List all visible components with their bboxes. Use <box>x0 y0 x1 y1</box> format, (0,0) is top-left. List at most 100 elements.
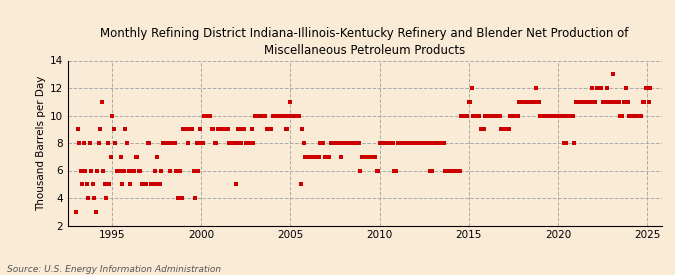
Point <box>211 141 221 145</box>
Point <box>259 113 269 118</box>
Point <box>122 141 132 145</box>
Point <box>585 100 596 104</box>
Point <box>580 100 591 104</box>
Point <box>554 113 565 118</box>
Point <box>203 113 214 118</box>
Point <box>427 168 437 173</box>
Point <box>78 141 89 145</box>
Point <box>524 100 535 104</box>
Point <box>394 141 404 145</box>
Point <box>516 100 526 104</box>
Point <box>319 155 330 159</box>
Point <box>169 141 180 145</box>
Point <box>98 168 109 173</box>
Point <box>590 100 601 104</box>
Point <box>361 155 372 159</box>
Point <box>308 155 319 159</box>
Point <box>358 155 369 159</box>
Point <box>387 141 398 145</box>
Point <box>123 168 134 173</box>
Point <box>104 182 115 186</box>
Point <box>362 155 373 159</box>
Point <box>376 141 387 145</box>
Point <box>260 113 271 118</box>
Point <box>219 127 230 131</box>
Point <box>622 100 633 104</box>
Point <box>628 113 639 118</box>
Point <box>124 182 135 186</box>
Point <box>80 168 90 173</box>
Point <box>190 196 200 200</box>
Point <box>350 141 361 145</box>
Point <box>458 113 468 118</box>
Point <box>318 141 329 145</box>
Point <box>587 86 597 90</box>
Point <box>142 141 153 145</box>
Point <box>213 127 223 131</box>
Point <box>406 141 416 145</box>
Point <box>454 168 465 173</box>
Point <box>246 127 257 131</box>
Point <box>618 100 629 104</box>
Point <box>188 168 199 173</box>
Point <box>132 155 143 159</box>
Point <box>209 141 220 145</box>
Point <box>197 141 208 145</box>
Point <box>255 113 266 118</box>
Point <box>239 127 250 131</box>
Point <box>272 113 283 118</box>
Point <box>76 168 86 173</box>
Point <box>167 141 178 145</box>
Point <box>270 113 281 118</box>
Point <box>636 113 647 118</box>
Point <box>310 155 321 159</box>
Point <box>248 141 259 145</box>
Point <box>141 182 152 186</box>
Point <box>474 113 485 118</box>
Point <box>620 100 630 104</box>
Point <box>502 127 513 131</box>
Point <box>459 113 470 118</box>
Point <box>166 141 177 145</box>
Point <box>233 127 244 131</box>
Point <box>379 141 389 145</box>
Point <box>322 155 333 159</box>
Point <box>207 127 217 131</box>
Point <box>626 113 637 118</box>
Point <box>549 113 560 118</box>
Point <box>429 141 440 145</box>
Point <box>349 141 360 145</box>
Point <box>487 113 498 118</box>
Point <box>208 127 219 131</box>
Point <box>215 127 226 131</box>
Point <box>423 141 434 145</box>
Point <box>416 141 427 145</box>
Point <box>93 141 104 145</box>
Point <box>411 141 422 145</box>
Point <box>286 113 297 118</box>
Point <box>138 182 148 186</box>
Point <box>77 182 88 186</box>
Point <box>120 127 131 131</box>
Point <box>254 113 265 118</box>
Point <box>343 141 354 145</box>
Point <box>468 113 479 118</box>
Point <box>591 86 602 90</box>
Point <box>275 113 286 118</box>
Point <box>313 155 324 159</box>
Point <box>497 127 508 131</box>
Point <box>202 113 213 118</box>
Point <box>539 113 550 118</box>
Point <box>520 100 531 104</box>
Point <box>267 113 278 118</box>
Point <box>529 100 540 104</box>
Point <box>306 155 317 159</box>
Point <box>178 127 189 131</box>
Point <box>129 168 140 173</box>
Point <box>276 113 287 118</box>
Point <box>597 100 608 104</box>
Point <box>521 100 532 104</box>
Point <box>507 113 518 118</box>
Point <box>117 182 128 186</box>
Point <box>148 182 159 186</box>
